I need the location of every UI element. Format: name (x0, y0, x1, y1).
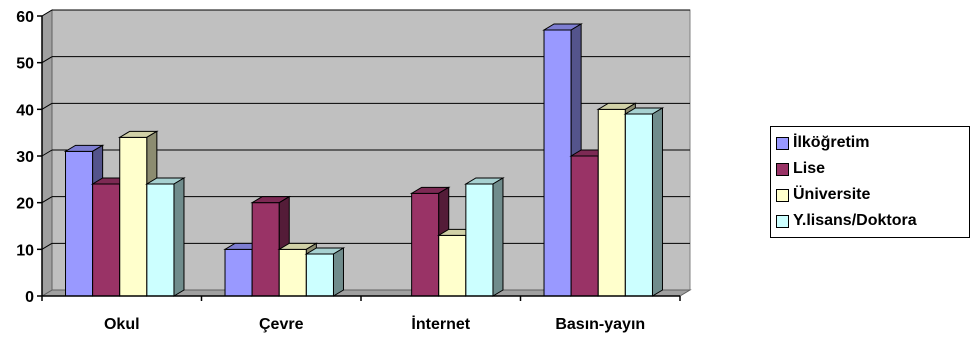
y-tick-label: 50 (16, 56, 34, 73)
x-tick-label: Okul (104, 316, 140, 333)
x-axis-ticks: Okul Çevre İnternet Basın-yayın (41, 296, 681, 333)
y-tick-label: 40 (16, 102, 34, 119)
legend-label: Y.lisans/Doktora (793, 212, 917, 229)
bar (304, 247, 346, 297)
legend-swatch-ylisans-doktora (776, 214, 789, 228)
gridline-side (41, 9, 53, 17)
legend-item-lise: Lise (776, 156, 969, 182)
gridline-side (41, 56, 53, 64)
bar (464, 177, 505, 297)
bar (623, 107, 665, 297)
legend-item-universite: Üniversite (776, 182, 969, 208)
bar-side (173, 177, 185, 297)
gridline-side (41, 196, 53, 204)
legend-item-ilkogretim: İlköğretim (776, 130, 969, 156)
legend-item-ylisans-doktora: Y.lisans/Doktora (776, 208, 969, 234)
bar-front (438, 234, 467, 297)
bar-side (332, 247, 344, 297)
legend-swatch-lise (776, 162, 789, 176)
x-tick-label: Çevre (259, 316, 304, 333)
legend-swatch-ilkogretim (776, 136, 789, 150)
bar-front (597, 108, 626, 297)
bar-front (411, 192, 440, 297)
legend-swatch-universite (776, 188, 789, 202)
bar-front (570, 155, 599, 297)
bar-front (543, 29, 572, 297)
bar-side (651, 107, 663, 297)
legend-label: İlköğretim (793, 134, 870, 151)
y-tick-label: 10 (16, 242, 34, 259)
x-tick-label: Basın-yayın (555, 316, 645, 333)
y-axis-ticks: 0 10 20 30 40 50 60 (16, 9, 42, 306)
bar-front (251, 202, 280, 297)
bar-front (92, 183, 121, 297)
legend-label: Lise (793, 160, 826, 177)
bar-side (492, 177, 504, 297)
y-tick-label: 60 (16, 9, 34, 26)
legend: İlköğretim Lise Üniversite Y.lisans/Dokt… (770, 126, 970, 238)
legend-label: Üniversite (793, 186, 871, 203)
gridline-side (41, 242, 53, 250)
bar-front (305, 253, 334, 297)
y-tick-label: 20 (16, 196, 34, 213)
y-tick-label: 0 (25, 289, 34, 306)
bar-front (146, 183, 175, 297)
bar-front (119, 136, 148, 297)
y-tick-label: 30 (16, 149, 34, 166)
bar-front (278, 248, 307, 297)
gridline-side (41, 149, 53, 157)
bar-front (624, 113, 653, 297)
x-tick-label: İnternet (411, 315, 470, 333)
bar-front (224, 248, 253, 297)
bar-series (63, 23, 665, 297)
gridline-side (41, 102, 53, 110)
bar-front (65, 150, 94, 297)
bar (145, 177, 186, 297)
bar-front (465, 183, 494, 297)
